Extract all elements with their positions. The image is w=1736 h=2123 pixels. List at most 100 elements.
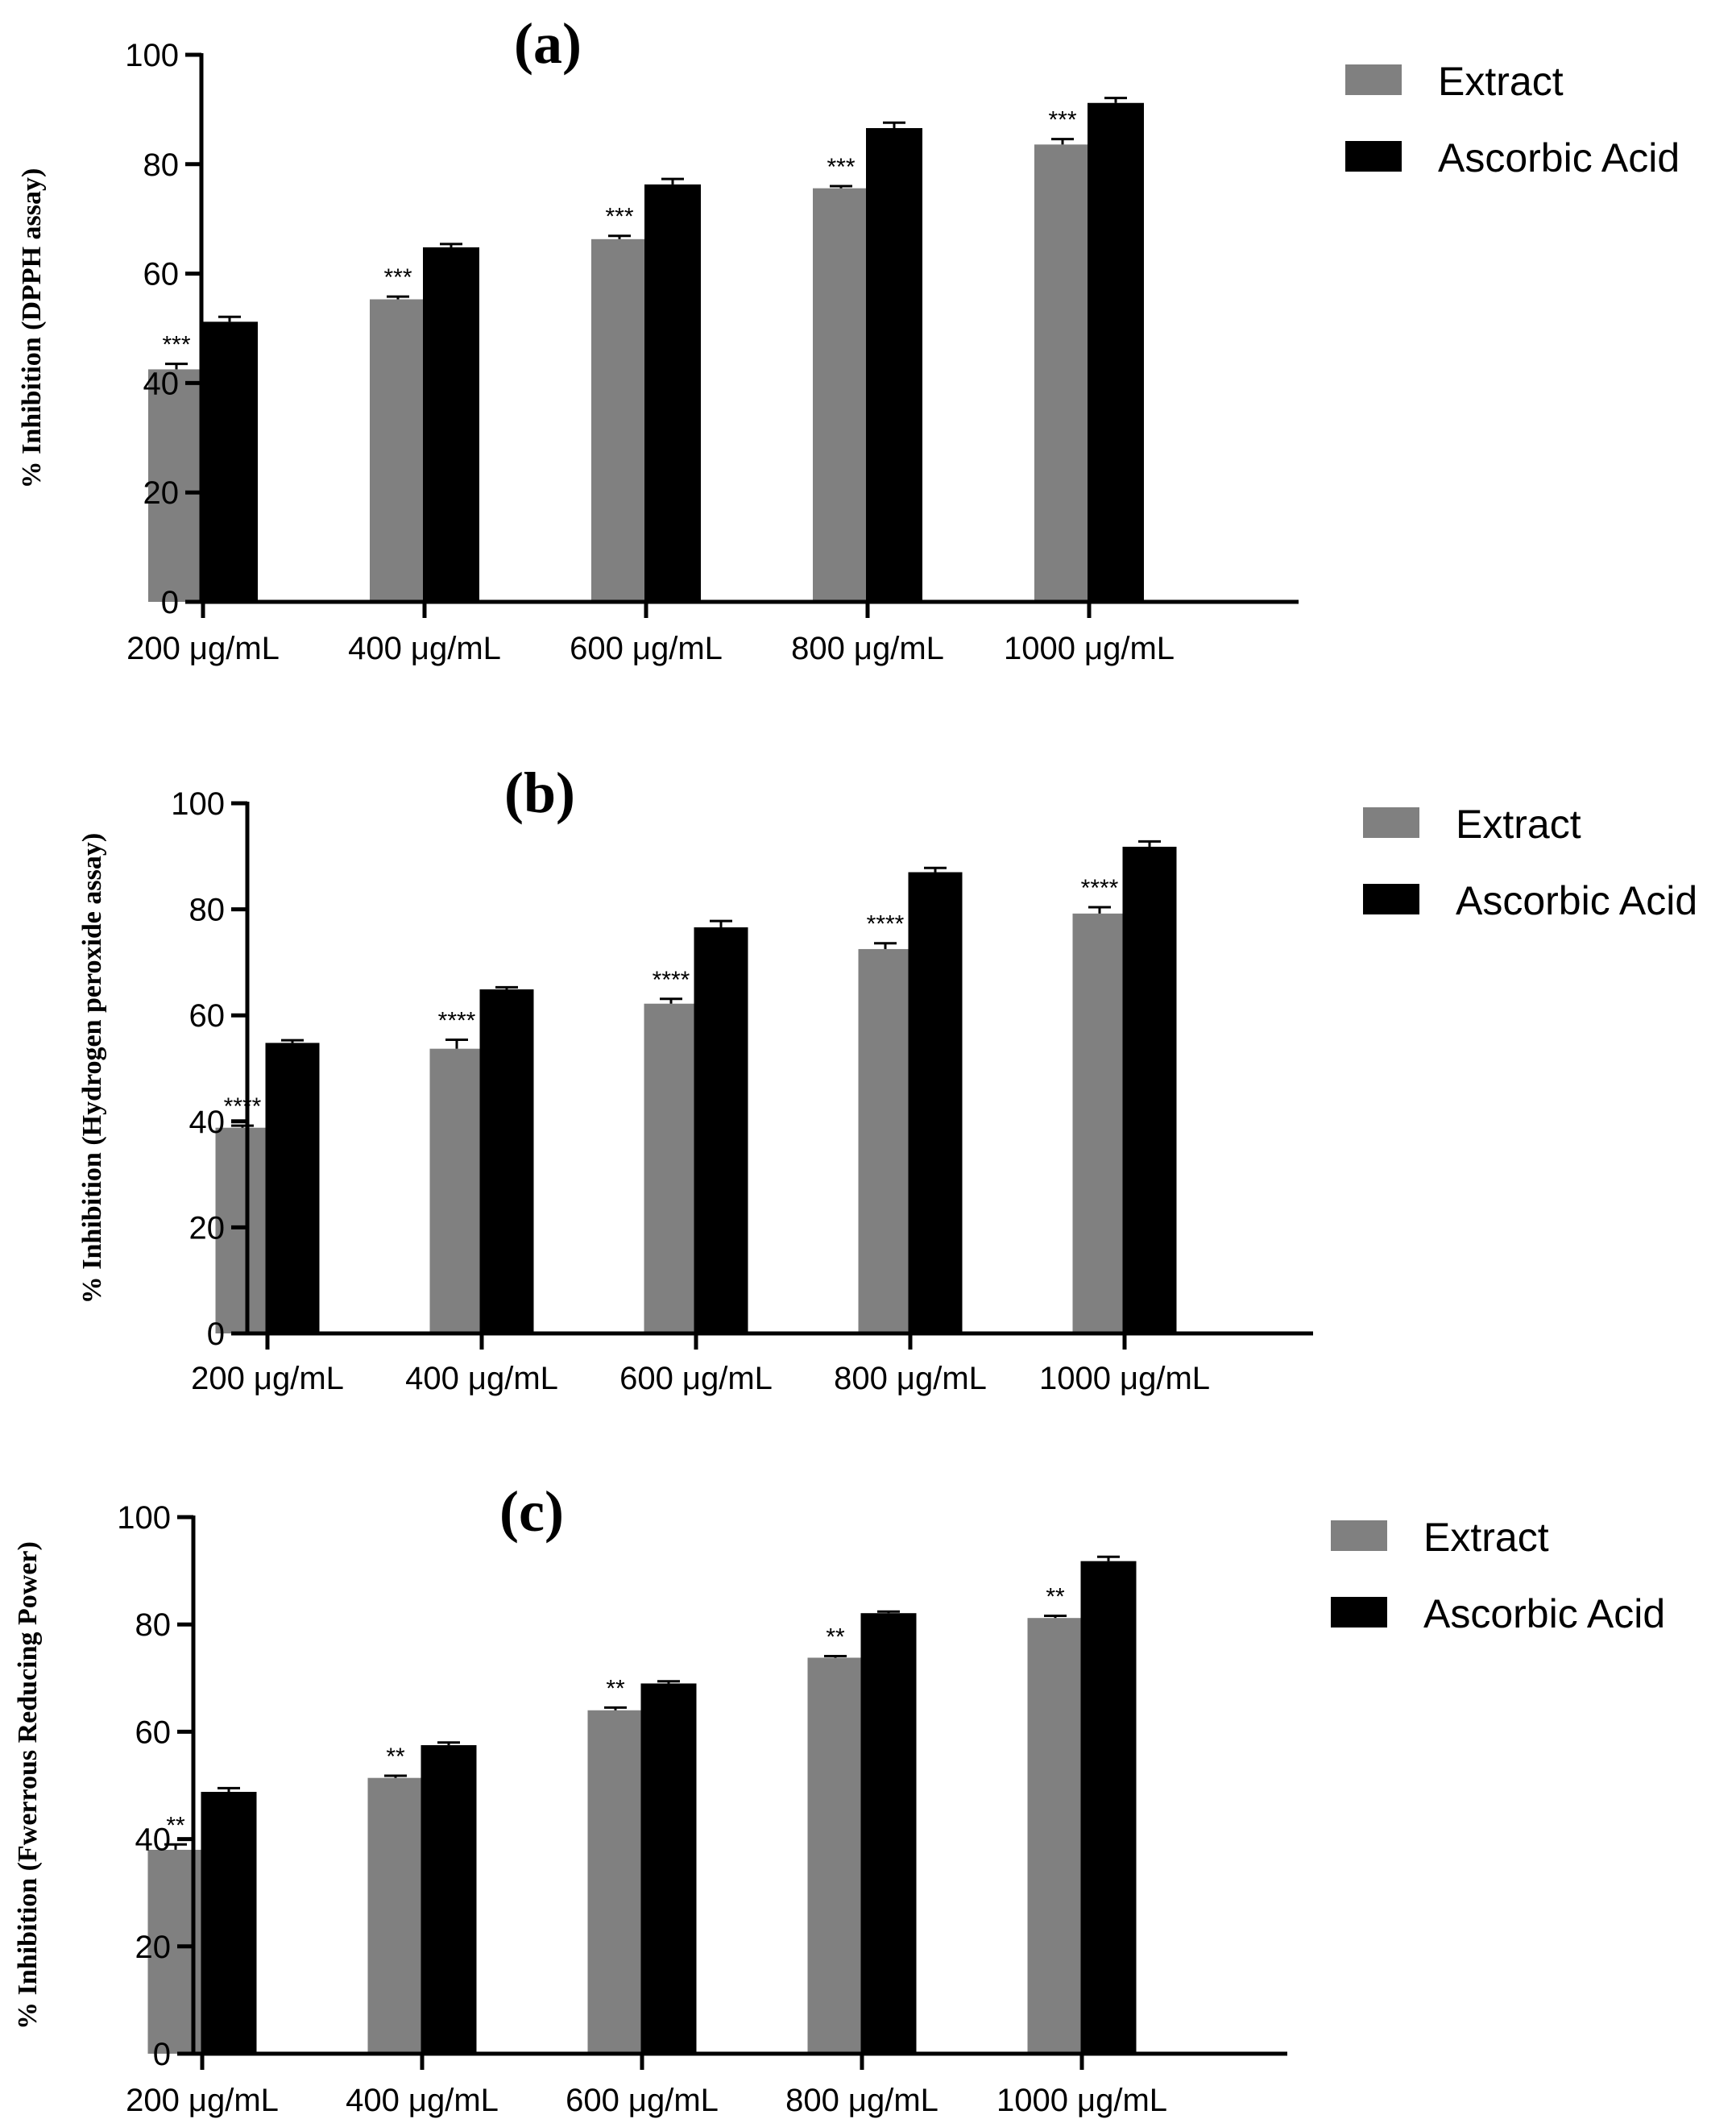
bar-ascorbic-3 (860, 1613, 917, 2054)
y-tick-label-0: 0 (207, 1317, 225, 1352)
y-tick-label-0: 0 (161, 585, 179, 620)
bar-ascorbic-2 (640, 1683, 697, 2054)
significance-label-1: *** (383, 264, 412, 291)
y-tick-label-3: 60 (135, 1715, 172, 1750)
bar-extract-3 (807, 1657, 864, 2054)
legend-swatch-ascorbic (1345, 141, 1402, 172)
x-tick-label-0: 200 μg/mL (126, 2083, 279, 2118)
bar-extract-4 (1072, 913, 1127, 1333)
bar-ascorbic-3 (866, 127, 922, 603)
bar-ascorbic-4 (1088, 102, 1144, 602)
significance-label-0: *** (162, 332, 190, 359)
legend-swatch-ascorbic (1363, 884, 1419, 914)
bar-extract-1 (367, 1777, 424, 2054)
x-tick-label-0: 200 μg/mL (126, 631, 280, 666)
bar-extract-0 (215, 1127, 270, 1333)
x-tick-label-1: 400 μg/mL (346, 2083, 499, 2118)
y-axis-label: % Inhibition (Fwerrous Reducing Power) (13, 1541, 43, 2030)
bar-extract-2 (591, 238, 648, 602)
bar-ascorbic-4 (1080, 1561, 1137, 2054)
bar-extract-2 (644, 1003, 698, 1333)
significance-label-3: ** (826, 1623, 845, 1650)
bar-ascorbic-1 (423, 247, 479, 602)
y-tick-label-1: 20 (143, 475, 180, 511)
legend-swatch-extract (1345, 64, 1402, 95)
panel-title: (c) (499, 1479, 564, 1544)
x-tick-label-4: 1000 μg/mL (996, 2083, 1167, 2118)
x-tick-label-3: 800 μg/mL (834, 1361, 987, 1396)
bar-extract-2 (587, 1710, 644, 2054)
y-tick-label-4: 80 (135, 1607, 172, 1643)
y-tick-label-1: 20 (135, 1930, 172, 1965)
significance-label-1: ** (386, 1744, 405, 1770)
significance-label-4: **** (1081, 875, 1119, 902)
bar-extract-3 (858, 948, 913, 1333)
significance-label-3: **** (867, 911, 905, 938)
legend-label-extract: Extract (1423, 1515, 1549, 1560)
y-tick-label-4: 80 (189, 893, 226, 928)
x-tick-label-1: 400 μg/mL (348, 631, 501, 666)
bar-ascorbic-0 (201, 1791, 257, 2054)
x-tick-label-1: 400 μg/mL (405, 1361, 558, 1396)
significance-label-2: **** (653, 967, 690, 993)
significance-label-1: **** (438, 1007, 476, 1034)
y-tick-label-5: 100 (125, 38, 179, 73)
bar-ascorbic-2 (644, 184, 701, 603)
significance-label-2: ** (606, 1675, 625, 1702)
x-tick-label-0: 200 μg/mL (191, 1361, 344, 1396)
chart-panel-2: ** 200 μg/mL ** 400 μg/mL ** 600 μg/mL ** 800 μ… (13, 1479, 1665, 2118)
y-tick-label-3: 60 (189, 998, 226, 1034)
legend-label-extract: Extract (1438, 59, 1564, 104)
bar-extract-3 (813, 188, 869, 602)
x-tick-label-2: 600 μg/mL (619, 1361, 773, 1396)
y-tick-label-2: 40 (135, 1822, 172, 1858)
y-tick-label-5: 100 (117, 1500, 171, 1536)
x-tick-label-4: 1000 μg/mL (1039, 1361, 1210, 1396)
legend-swatch-extract (1363, 807, 1419, 838)
bar-ascorbic-0 (265, 1043, 320, 1333)
bar-extract-0 (148, 369, 205, 602)
y-tick-label-3: 60 (143, 257, 180, 292)
bar-extract-4 (1034, 144, 1091, 602)
x-tick-label-2: 600 μg/mL (566, 2083, 719, 2118)
y-tick-label-5: 100 (171, 786, 225, 822)
legend-label-ascorbic: Ascorbic Acid (1423, 1591, 1665, 1636)
legend-swatch-ascorbic (1331, 1597, 1387, 1627)
bar-ascorbic-3 (908, 872, 963, 1333)
bar-extract-1 (370, 299, 426, 602)
significance-label-3: *** (827, 154, 855, 180)
x-tick-label-4: 1000 μg/mL (1004, 631, 1175, 666)
legend-label-extract: Extract (1456, 802, 1581, 847)
legend: Extract Ascorbic Acid (1345, 59, 1680, 180)
bar-ascorbic-1 (479, 989, 534, 1333)
y-tick-label-2: 40 (189, 1105, 226, 1140)
y-tick-label-4: 80 (143, 147, 180, 183)
x-tick-label-3: 800 μg/mL (785, 2083, 938, 2118)
panel-title: (a) (514, 11, 582, 76)
bar-ascorbic-1 (421, 1745, 477, 2054)
chart-panel-1: **** 200 μg/mL **** 400 μg/mL **** 600 μg/mL *… (77, 761, 1697, 1396)
legend-label-ascorbic: Ascorbic Acid (1438, 135, 1680, 180)
significance-label-4: ** (1046, 1584, 1065, 1611)
bar-extract-4 (1027, 1618, 1083, 2054)
y-tick-label-0: 0 (153, 2037, 171, 2072)
significance-label-0: **** (224, 1093, 262, 1120)
significance-label-2: *** (605, 204, 633, 230)
bar-ascorbic-4 (1122, 846, 1177, 1333)
legend-swatch-extract (1331, 1520, 1387, 1551)
bar-ascorbic-2 (694, 927, 748, 1333)
panel-title: (b) (504, 761, 575, 825)
legend: Extract Ascorbic Acid (1331, 1515, 1665, 1636)
significance-label-0: ** (166, 1812, 185, 1839)
legend: Extract Ascorbic Acid (1363, 802, 1697, 923)
y-tick-label-1: 20 (189, 1210, 226, 1246)
x-tick-label-2: 600 μg/mL (570, 631, 723, 666)
x-tick-label-3: 800 μg/mL (791, 631, 944, 666)
chart-panel-0: *** 200 μg/mL *** 400 μg/mL *** 600 μg/mL *** 8… (17, 11, 1680, 666)
legend-label-ascorbic: Ascorbic Acid (1456, 878, 1697, 923)
y-tick-label-2: 40 (143, 366, 180, 401)
bar-ascorbic-0 (201, 321, 258, 602)
y-axis-label: % Inhibition (DPPH assay) (17, 168, 47, 489)
bar-extract-1 (429, 1048, 484, 1333)
